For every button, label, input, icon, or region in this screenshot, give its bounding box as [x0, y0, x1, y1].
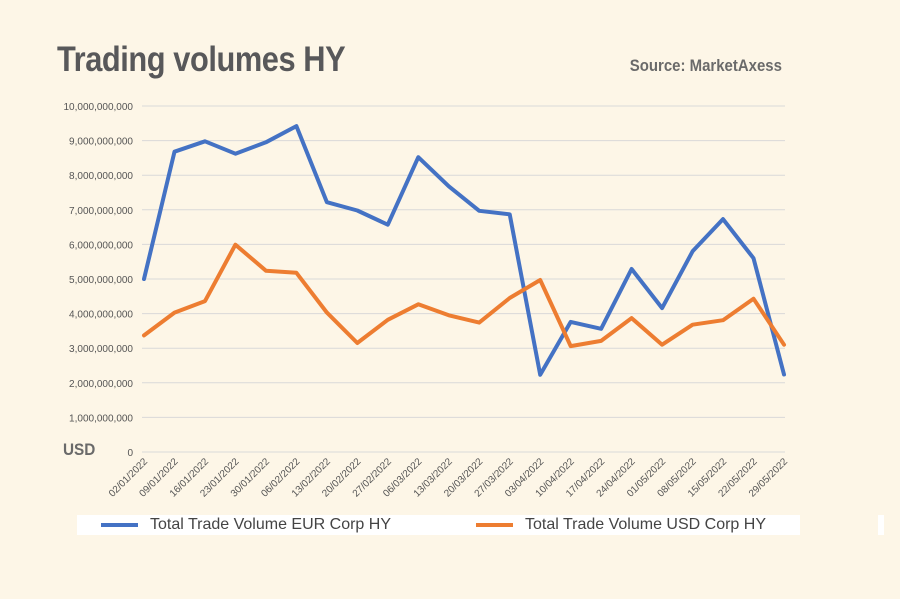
y-tick-labels: 0 1,000,000,000 2,000,000,000 3,000,000,000…: [63, 102, 133, 459]
legend-edge: [878, 515, 884, 535]
y-tick-label: 0: [127, 448, 133, 459]
series-line-usd: [142, 242, 786, 349]
y-tick-label: 4,000,000,000: [69, 310, 133, 321]
gridlines: [142, 105, 785, 453]
legend-item-usd: Total Trade Volume USD Corp HY: [476, 515, 766, 535]
series-line-eur: [142, 124, 786, 377]
source-note: Source: MarketAxess: [629, 56, 782, 75]
series-lines: [142, 124, 786, 377]
y-tick-label: 7,000,000,000: [69, 206, 133, 217]
legend-swatch-usd: [476, 523, 513, 527]
y-tick-label: 9,000,000,000: [69, 137, 133, 148]
y-tick-label: 8,000,000,000: [69, 171, 133, 182]
y-tick-label: 5,000,000,000: [69, 275, 133, 286]
legend-label-eur: Total Trade Volume EUR Corp HY: [150, 516, 391, 533]
x-tick-labels: 02/01/202209/01/202216/01/202223/01/2022…: [107, 456, 790, 499]
y-tick-label: 2,000,000,000: [69, 379, 133, 390]
y-tick-label: 10,000,000,000: [63, 102, 133, 113]
y-tick-label: 1,000,000,000: [69, 413, 133, 424]
y-axis-unit: USD: [63, 440, 96, 459]
legend-label-usd: Total Trade Volume USD Corp HY: [525, 516, 766, 533]
y-tick-label: 6,000,000,000: [69, 240, 133, 251]
chart-title: Trading volumes HY: [57, 40, 346, 79]
legend: [77, 515, 800, 535]
legend-swatch-eur: [101, 523, 138, 527]
y-tick-label: 3,000,000,000: [69, 344, 133, 355]
legend-item-eur: Total Trade Volume EUR Corp HY: [101, 515, 391, 535]
